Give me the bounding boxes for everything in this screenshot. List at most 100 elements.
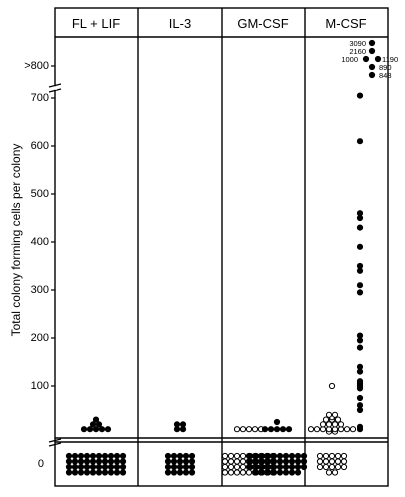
filled-data-point: [288, 469, 296, 476]
filled-data-point: [356, 378, 364, 385]
open-data-point: [227, 463, 235, 471]
filled-data-point: [83, 469, 91, 476]
filled-data-point: [176, 469, 184, 476]
filled-data-point: [374, 55, 382, 63]
filled-data-point: [86, 426, 94, 433]
open-data-point: [334, 452, 342, 460]
filled-data-point: [288, 463, 296, 471]
axis-break-lower: [48, 438, 62, 447]
filled-data-point: [119, 452, 127, 460]
filled-data-point: [101, 469, 109, 476]
filled-data-point: [77, 463, 85, 471]
filled-data-point: [276, 458, 284, 465]
filled-data-point: [264, 452, 272, 460]
filled-data-point: [95, 463, 103, 471]
filled-data-point: [368, 71, 376, 79]
filled-data-point: [276, 463, 284, 471]
filled-data-point: [252, 463, 260, 471]
filled-data-point: [267, 426, 275, 433]
filled-data-point: [92, 416, 100, 423]
filled-data-point: [101, 463, 109, 471]
filled-data-point: [246, 452, 254, 460]
open-data-point: [307, 426, 315, 433]
open-data-point: [337, 421, 345, 428]
filled-data-point: [71, 469, 79, 476]
filled-data-point: [176, 452, 184, 460]
open-data-point: [328, 382, 336, 390]
open-data-point: [227, 452, 235, 460]
open-data-point: [221, 458, 229, 465]
filled-data-point: [107, 463, 115, 471]
open-data-point: [239, 426, 247, 433]
filled-data-point: [356, 394, 364, 402]
open-data-point: [325, 411, 333, 418]
y-tick-label: 0: [38, 458, 44, 470]
outlier-label: 3090: [349, 39, 366, 48]
filled-data-point: [95, 452, 103, 460]
open-data-point: [233, 452, 241, 460]
filled-data-point: [89, 421, 97, 428]
open-data-point: [322, 458, 330, 465]
y-tick-label: 700: [31, 92, 49, 104]
open-data-point: [334, 416, 342, 423]
filled-data-point: [107, 452, 115, 460]
open-data-point: [221, 469, 229, 476]
filled-data-point: [356, 344, 364, 351]
filled-data-point: [264, 458, 272, 465]
filled-data-point: [164, 463, 172, 471]
filled-data-point: [119, 458, 127, 465]
filled-data-point: [89, 458, 97, 465]
filled-data-point: [113, 452, 121, 460]
open-data-point: [322, 452, 330, 460]
filled-data-point: [282, 452, 290, 460]
filled-data-point: [258, 458, 266, 465]
filled-data-point: [300, 458, 308, 465]
open-data-point: [233, 463, 241, 471]
open-data-point: [233, 458, 241, 465]
open-data-point: [227, 469, 235, 476]
filled-data-point: [300, 452, 308, 460]
filled-data-point: [270, 452, 278, 460]
filled-data-point: [119, 469, 127, 476]
filled-data-point: [98, 426, 106, 433]
filled-data-point: [83, 463, 91, 471]
filled-data-point: [77, 458, 85, 465]
filled-data-point: [101, 452, 109, 460]
filled-data-point: [261, 426, 269, 433]
open-data-point: [227, 458, 235, 465]
open-data-point: [239, 452, 247, 460]
open-data-point: [334, 463, 342, 471]
filled-data-point: [368, 47, 376, 55]
filled-data-point: [294, 452, 302, 460]
outlier-label: 890: [379, 63, 392, 72]
filled-data-point: [65, 469, 73, 476]
filled-data-point: [83, 452, 91, 460]
filled-data-point: [279, 426, 287, 433]
filled-data-point: [273, 418, 281, 426]
filled-data-point: [92, 426, 100, 433]
filled-data-point: [252, 469, 260, 476]
data-points: [65, 39, 382, 476]
open-data-point: [349, 426, 357, 433]
filled-data-point: [276, 469, 284, 476]
filled-data-point: [170, 458, 178, 465]
y-axis-label: Total colony forming cells per colony: [9, 144, 23, 337]
y-tick-label: 300: [31, 284, 49, 296]
filled-data-point: [356, 423, 364, 430]
filled-data-point: [356, 289, 364, 296]
y-tick-label: 600: [31, 140, 49, 152]
filled-data-point: [356, 92, 364, 99]
outlier-label: 848: [379, 71, 392, 80]
filled-data-point: [273, 426, 281, 433]
open-data-point: [245, 426, 253, 433]
filled-data-point: [65, 458, 73, 465]
filled-data-point: [164, 452, 172, 460]
filled-data-point: [164, 469, 172, 476]
filled-data-point: [71, 458, 79, 465]
open-data-point: [316, 452, 324, 460]
filled-data-point: [356, 282, 364, 289]
filled-data-point: [95, 421, 103, 428]
filled-data-point: [368, 63, 376, 71]
filled-data-point: [356, 363, 364, 370]
